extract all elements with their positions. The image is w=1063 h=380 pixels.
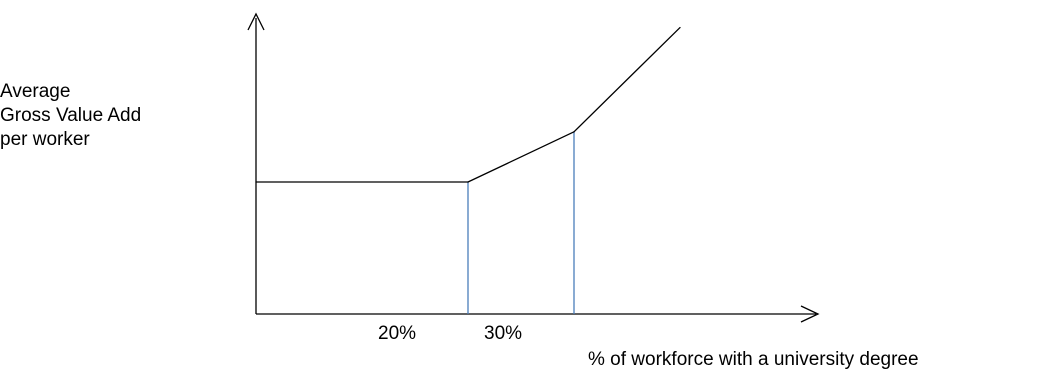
x-tick-label-20: 20% — [378, 323, 417, 344]
x-axis-label: % of workforce with a university degree — [588, 349, 919, 370]
series — [255, 26, 681, 183]
axes — [247, 12, 820, 323]
series-segment-3 — [573, 26, 681, 133]
y-axis-label-line-1: Average — [0, 81, 71, 102]
x-axis-arrowhead — [800, 305, 820, 323]
series-segment-2 — [467, 131, 575, 183]
y-axis-label-line-2: Gross Value Add — [0, 105, 142, 126]
reference-lines — [467, 131, 575, 314]
x-tick-label-30: 30% — [484, 323, 523, 344]
y-axis-label-line-3: per worker — [0, 129, 90, 150]
y-axis-arrowhead — [247, 12, 265, 31]
